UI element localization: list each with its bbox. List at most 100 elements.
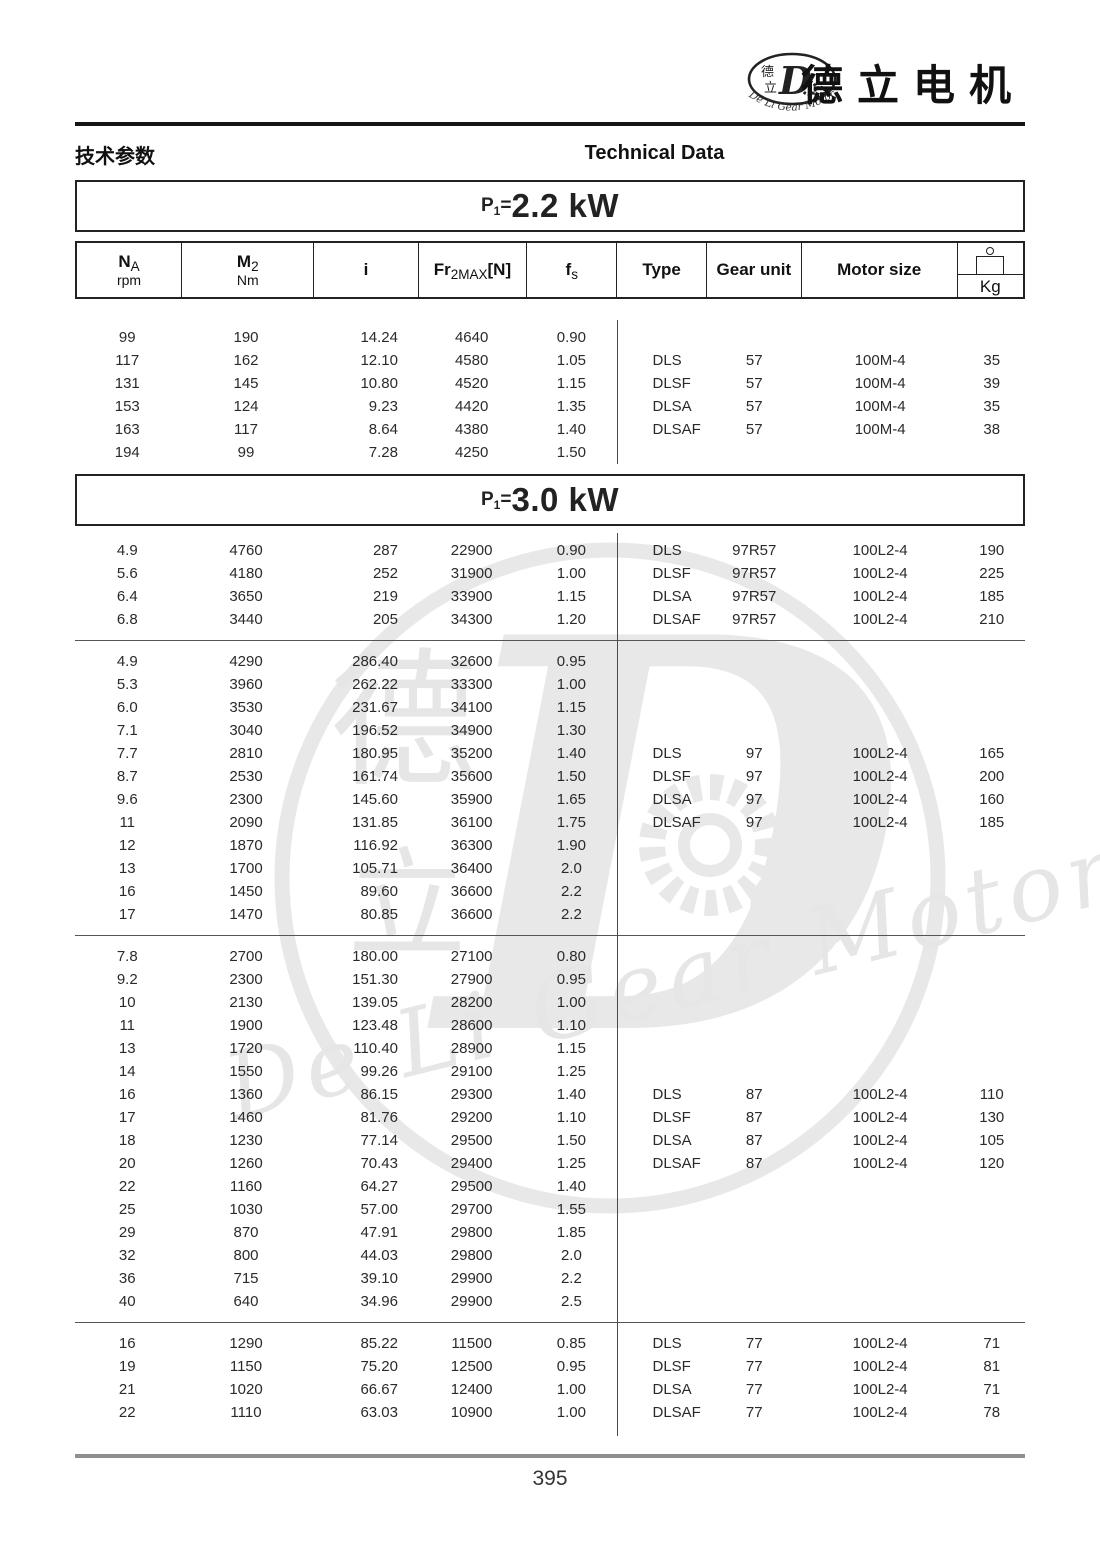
- na-sub: A: [130, 259, 140, 275]
- cell-type: DLSF: [652, 768, 691, 785]
- col-header-fr2max: Fr2MAX[N]: [417, 243, 527, 297]
- cell-gear-unit: [707, 857, 802, 880]
- table-row: 7.1 3040 196.52 34900 1.30: [75, 719, 1025, 742]
- table-row: 16 1360 86.15 29300 1.40 DLS 87 100L2-4 110: [75, 1083, 1025, 1106]
- cell-gear-unit: 97: [745, 791, 763, 808]
- col-header-na: NA rpm: [77, 243, 181, 297]
- motor-size-label: Motor size: [837, 260, 922, 280]
- cell-fr2max: 12400: [450, 1381, 493, 1398]
- cell-fr2max: 4580: [454, 352, 489, 369]
- cell-fs: 0.95: [556, 971, 586, 988]
- cell-kg: 130: [979, 1109, 1005, 1126]
- page-number: 395: [532, 1467, 568, 1490]
- cell-gear-unit: 77: [745, 1381, 763, 1398]
- cell-type: DLSF: [652, 1358, 691, 1375]
- cell-na: 22: [118, 1404, 136, 1421]
- cell-na: 18: [118, 1132, 136, 1149]
- cell-fs: 0.80: [556, 948, 586, 965]
- cell-na: 16: [118, 1335, 136, 1352]
- cell-fr2max: 36300: [450, 837, 493, 854]
- cell-motor-size: 100L2-4: [852, 1109, 908, 1126]
- cell-kg: 35: [983, 352, 1001, 369]
- cell-m2: 1290: [229, 1335, 263, 1352]
- cell-na: 29: [118, 1224, 136, 1241]
- cell-motor-size: [802, 1060, 959, 1083]
- cell-motor-size: 100L2-4: [852, 542, 908, 559]
- table-row: 12 1870 116.92 36300 1.90: [75, 834, 1025, 857]
- column-divider: [616, 320, 618, 464]
- data-area-2-2kw: 99 190 14.24 4640 0.90 117 162 12.10 4580 1.05 DLS…: [75, 320, 1025, 464]
- cell-motor-size: [802, 1290, 959, 1313]
- cell-type: [617, 991, 707, 1014]
- cell-fr2max: 27900: [450, 971, 493, 988]
- cell-fs: 0.90: [556, 329, 586, 346]
- cell-m2: 3530: [229, 699, 263, 716]
- block-separator: [75, 935, 1025, 936]
- cell-fs: 1.15: [556, 588, 586, 605]
- cell-fr2max: 36600: [450, 906, 493, 923]
- cell-m2: 2300: [229, 971, 263, 988]
- table-row: 16 1290 85.22 11500 0.85 DLS 77 100L2-4 71: [75, 1332, 1025, 1355]
- page-header: 德 立 D De Li Gear Motor 德立电机: [75, 0, 1025, 122]
- cell-fr2max: 22900: [450, 542, 493, 559]
- table-row: 21 1020 66.67 12400 1.00 DLSA 77 100L2-4 71: [75, 1378, 1025, 1401]
- cell-motor-size: 100M-4: [854, 375, 906, 392]
- cell-na: 16: [118, 883, 136, 900]
- cell-motor-size: 100L2-4: [852, 565, 908, 582]
- cell-na: 25: [118, 1201, 136, 1218]
- cell-na: 14: [118, 1063, 136, 1080]
- equals-sign: =: [500, 195, 512, 216]
- table-row: 29 870 47.91 29800 1.85: [75, 1221, 1025, 1244]
- cell-kg: [959, 945, 1026, 968]
- cell-kg: [959, 857, 1026, 880]
- cell-i: 80.85: [360, 906, 398, 923]
- cell-fr2max: 33300: [450, 676, 493, 693]
- cell-na: 36: [118, 1270, 136, 1287]
- cell-m2: 1470: [229, 906, 263, 923]
- cell-i: 86.15: [360, 1086, 398, 1103]
- cell-motor-size: 100M-4: [854, 398, 906, 415]
- cell-i: 151.30: [352, 971, 398, 988]
- cell-fr2max: 28600: [450, 1017, 493, 1034]
- block-separator: [75, 640, 1025, 641]
- cell-fs: 1.10: [556, 1109, 586, 1126]
- cell-m2: 1020: [229, 1381, 263, 1398]
- cell-type: [617, 880, 707, 903]
- cell-gear-unit: 57: [745, 375, 763, 392]
- cell-m2: 1260: [229, 1155, 263, 1172]
- cell-na: 131: [114, 375, 140, 392]
- table-row: 13 1700 105.71 36400 2.0: [75, 857, 1025, 880]
- table-row: 153 124 9.23 4420 1.35 DLSA 57 100M-4 35: [75, 395, 1025, 418]
- cell-na: 17: [118, 906, 136, 923]
- cell-gear-unit: [707, 673, 802, 696]
- weight-icon: [957, 247, 1023, 275]
- cell-na: 16: [118, 1086, 136, 1103]
- cell-fr2max: 4420: [454, 398, 489, 415]
- cell-fs: 1.40: [556, 1086, 586, 1103]
- table-row: 11 2090 131.85 36100 1.75 DLSAF 97 100L2-4 185: [75, 811, 1025, 834]
- cell-type: DLSF: [652, 1109, 691, 1126]
- cell-fr2max: 4380: [454, 421, 489, 438]
- cell-gear-unit: [707, 719, 802, 742]
- cell-type: DLS: [652, 352, 682, 369]
- table-row: 8.7 2530 161.74 35600 1.50 DLSF 97 100L2-4 200: [75, 765, 1025, 788]
- cell-fs: 1.05: [556, 352, 586, 369]
- cell-type: DLSA: [652, 791, 692, 808]
- subtitle-chinese: 技术参数: [75, 146, 155, 168]
- cell-fr2max: 29900: [450, 1293, 493, 1310]
- col-header-gear-unit: Gear unit: [706, 243, 801, 297]
- cell-type: [617, 1037, 707, 1060]
- cell-type: DLSF: [652, 565, 691, 582]
- cell-type: DLSA: [652, 398, 692, 415]
- table-row: 9.6 2300 145.60 35900 1.65 DLSA 97 100L2-4 160: [75, 788, 1025, 811]
- cell-fr2max: 29400: [450, 1155, 493, 1172]
- power-symbol-sub: 1: [493, 204, 501, 218]
- cell-kg: [959, 1060, 1026, 1083]
- cell-kg: 160: [979, 791, 1005, 808]
- cell-gear-unit: [707, 1060, 802, 1083]
- cell-i: 180.95: [352, 745, 398, 762]
- cell-i: 105.71: [352, 860, 398, 877]
- cell-gear-unit: [707, 991, 802, 1014]
- cell-motor-size: [802, 1014, 959, 1037]
- cell-fs: 2.0: [560, 860, 582, 877]
